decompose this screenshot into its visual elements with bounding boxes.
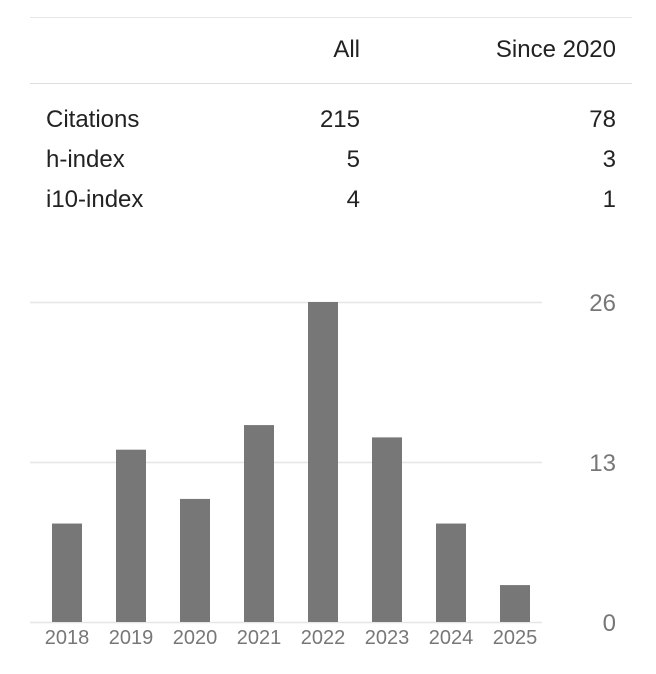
header-all[interactable]: All <box>333 36 360 63</box>
bar-2022[interactable] <box>308 302 338 622</box>
i10-index-since-value: 1 <box>602 186 616 213</box>
citations-per-year-chart: 0 13 26 2018 2019 2020 2021 2022 2023 2024 2025 <box>0 280 656 674</box>
y-tick-label-13: 13 <box>589 450 616 477</box>
y-tick-label-26: 26 <box>589 290 616 317</box>
i10-index-all-value: 4 <box>346 186 360 213</box>
h-index-all-value: 5 <box>346 146 360 173</box>
bar-2019[interactable] <box>116 449 146 622</box>
x-tick-label-2024: 2024 <box>429 627 474 649</box>
x-tick-label-2018: 2018 <box>45 627 90 649</box>
x-tick-label-2023: 2023 <box>365 627 410 649</box>
bar-2021[interactable] <box>244 425 274 622</box>
bar-2023[interactable] <box>372 437 402 622</box>
bar-2024[interactable] <box>436 523 466 622</box>
y-tick-label-0: 0 <box>603 610 616 637</box>
x-tick-label-2022: 2022 <box>301 627 346 649</box>
x-tick-label-2025: 2025 <box>493 627 538 649</box>
table-top-divider <box>30 17 632 18</box>
x-tick-label-2020: 2020 <box>173 627 218 649</box>
citations-bar-chart-svg: 0 13 26 2018 2019 2020 2021 2022 2023 2024 2025 <box>30 290 616 649</box>
bar-2018[interactable] <box>52 523 82 622</box>
x-tick-label-2021: 2021 <box>237 627 282 649</box>
header-divider <box>30 83 632 84</box>
bar-2025[interactable] <box>500 585 530 622</box>
citations-all-value: 215 <box>319 106 360 133</box>
x-tick-label-2019: 2019 <box>109 627 154 649</box>
h-index-since-value: 3 <box>602 146 616 173</box>
bar-2020[interactable] <box>180 498 210 622</box>
row-label-i10-index[interactable]: i10-index <box>46 186 144 213</box>
row-label-citations[interactable]: Citations <box>46 106 140 133</box>
header-since-2020[interactable]: Since 2020 <box>495 36 616 63</box>
citations-since-value: 78 <box>589 106 616 133</box>
row-label-h-index[interactable]: h-index <box>46 146 125 173</box>
